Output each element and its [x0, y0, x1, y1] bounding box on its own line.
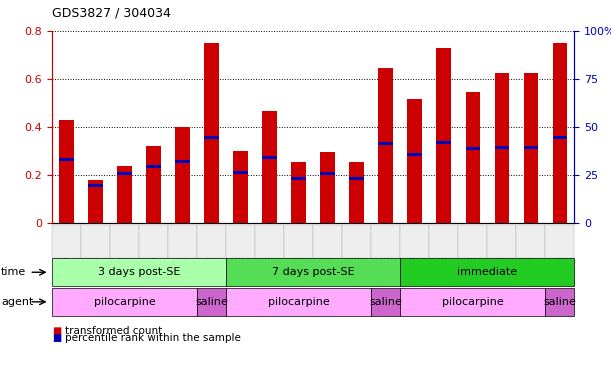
Text: immediate: immediate: [457, 267, 518, 277]
Bar: [320, 152, 335, 223]
Bar: [262, 111, 277, 223]
Bar: [494, 146, 509, 149]
Text: 7 days post-SE: 7 days post-SE: [272, 267, 354, 277]
Bar: [291, 162, 306, 223]
Text: saline: saline: [369, 297, 402, 307]
Bar: [320, 172, 335, 175]
Text: transformed count: transformed count: [65, 326, 163, 336]
Bar: [233, 171, 248, 174]
Bar: [88, 180, 103, 223]
Bar: [524, 73, 538, 223]
Text: ■: ■: [52, 333, 61, 343]
Bar: [146, 146, 161, 223]
Text: GDS3827 / 304034: GDS3827 / 304034: [52, 6, 171, 19]
Bar: [291, 177, 306, 180]
Bar: [204, 136, 219, 139]
Bar: [88, 184, 103, 187]
Bar: [436, 141, 451, 144]
Bar: [466, 147, 480, 150]
Bar: [59, 158, 74, 161]
Bar: [466, 92, 480, 223]
Bar: [262, 157, 277, 159]
Text: ■: ■: [52, 326, 61, 336]
Bar: [204, 43, 219, 223]
Text: pilocarpine: pilocarpine: [268, 297, 329, 307]
Bar: [552, 136, 567, 139]
Bar: [233, 151, 248, 223]
Text: agent: agent: [1, 297, 34, 307]
Text: pilocarpine: pilocarpine: [93, 297, 155, 307]
Bar: [436, 48, 451, 223]
Text: saline: saline: [195, 297, 228, 307]
Bar: [378, 68, 393, 223]
Bar: [175, 160, 190, 163]
Bar: [146, 165, 161, 168]
Bar: [59, 119, 74, 223]
Text: time: time: [1, 267, 26, 277]
Bar: [408, 153, 422, 156]
Bar: [408, 99, 422, 223]
Bar: [175, 127, 190, 223]
Bar: [349, 162, 364, 223]
Bar: [349, 177, 364, 180]
Text: 3 days post-SE: 3 days post-SE: [98, 267, 180, 277]
Bar: [494, 73, 509, 223]
Bar: [117, 172, 132, 175]
Text: pilocarpine: pilocarpine: [442, 297, 503, 307]
Bar: [117, 166, 132, 223]
Bar: [552, 43, 567, 223]
Text: percentile rank within the sample: percentile rank within the sample: [65, 333, 241, 343]
Bar: [378, 142, 393, 145]
Bar: [524, 146, 538, 149]
Text: saline: saline: [543, 297, 576, 307]
